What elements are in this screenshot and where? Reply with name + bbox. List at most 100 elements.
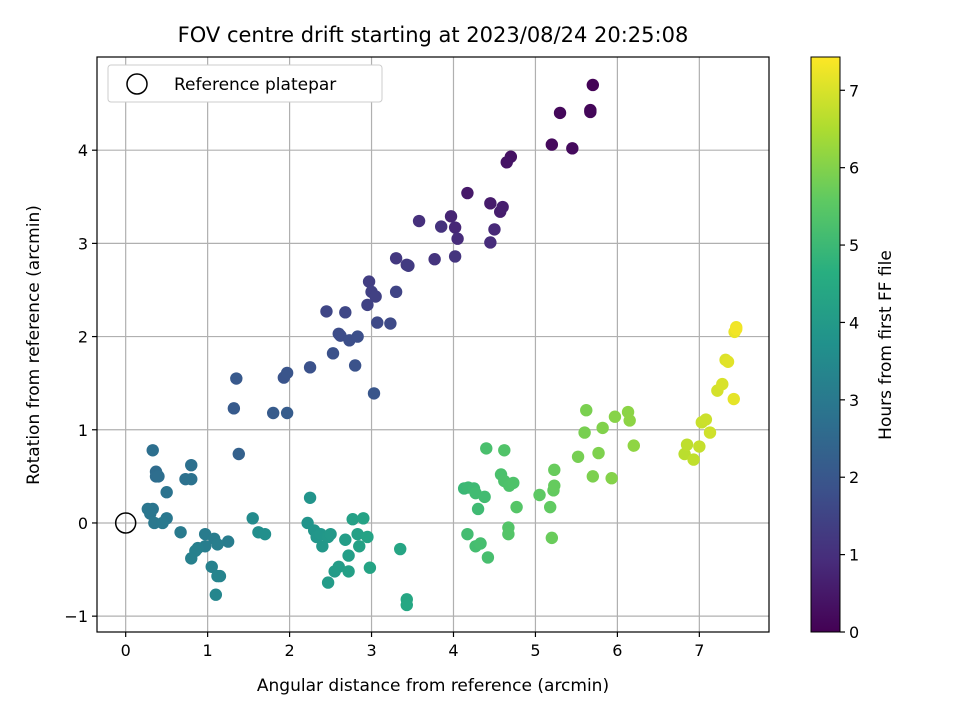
data-point	[500, 156, 513, 169]
data-point	[357, 512, 370, 525]
data-point	[227, 402, 241, 415]
data-point	[156, 516, 169, 530]
x-tick-label: 0	[121, 641, 131, 660]
data-point	[303, 491, 317, 505]
data-point	[543, 500, 557, 514]
data-point	[584, 105, 597, 119]
data-point	[545, 138, 559, 151]
data-point	[384, 317, 397, 330]
data-point	[699, 413, 713, 426]
y-tick-label: 4	[78, 141, 88, 160]
data-point	[502, 527, 515, 541]
x-tick-label: 6	[612, 641, 622, 660]
x-tick-label: 4	[448, 641, 458, 660]
data-point	[342, 565, 355, 578]
data-point	[209, 588, 223, 601]
colorbar: 0 1 2 3 4 5 6 7 Hours from first FF file	[810, 56, 896, 642]
data-point	[160, 486, 173, 499]
colorbar-tick-label: 0	[849, 623, 859, 642]
data-point	[363, 561, 377, 574]
data-point	[566, 142, 579, 155]
data-point	[211, 569, 224, 583]
colorbar-tick-label: 4	[849, 313, 859, 332]
y-tick-label: −1	[64, 607, 88, 626]
data-point	[481, 551, 495, 564]
legend-box	[107, 64, 383, 103]
reference-marker	[114, 512, 137, 534]
data-point	[221, 535, 235, 548]
data-point	[545, 531, 559, 545]
x-tick-label: 7	[694, 641, 704, 660]
data-point	[510, 500, 523, 514]
data-point	[324, 527, 337, 541]
data-point	[258, 527, 272, 541]
data-point	[484, 236, 497, 249]
data-point	[280, 366, 294, 380]
data-point	[428, 253, 441, 266]
data-point	[730, 322, 743, 336]
data-point	[578, 426, 591, 439]
data-point	[320, 305, 333, 318]
data-point	[507, 476, 520, 490]
data-point	[232, 447, 245, 461]
data-point	[448, 250, 462, 263]
data-points	[141, 78, 743, 612]
data-point	[678, 447, 691, 461]
data-point	[394, 542, 407, 556]
data-point	[246, 512, 259, 525]
data-point	[592, 446, 605, 460]
data-point	[389, 252, 403, 265]
y-tick-label: 1	[78, 421, 88, 440]
reference-marker-layer	[114, 512, 137, 534]
data-point	[362, 275, 376, 288]
data-point	[571, 450, 585, 463]
colorbar-tick-label: 5	[849, 236, 859, 255]
colorbar-tick-label: 1	[849, 546, 859, 565]
data-point	[280, 406, 294, 420]
data-point	[586, 78, 600, 92]
data-point	[553, 106, 567, 120]
y-axis-label: Rotation from reference (arcmin)	[24, 205, 44, 485]
data-point	[332, 560, 345, 573]
data-point	[412, 214, 426, 228]
data-point	[185, 472, 198, 486]
data-point	[321, 576, 335, 589]
data-point	[703, 426, 717, 439]
data-point	[548, 479, 561, 492]
data-point	[448, 221, 462, 234]
legend-marker-icon	[126, 73, 148, 95]
colorbar-label: Hours from first FF file	[876, 250, 896, 440]
data-point	[716, 377, 729, 391]
data-point	[348, 359, 362, 372]
data-point	[342, 549, 355, 562]
data-point	[353, 540, 366, 553]
data-point	[488, 223, 501, 236]
data-point	[339, 306, 352, 319]
colorbar-tick-label: 7	[849, 81, 859, 100]
y-tick-label: 0	[78, 514, 88, 533]
data-point	[230, 372, 243, 385]
data-point	[211, 538, 224, 551]
data-point	[152, 470, 165, 483]
data-point	[461, 527, 474, 541]
data-point	[461, 186, 474, 200]
data-point	[605, 472, 618, 485]
colorbar-tick-label: 6	[849, 159, 859, 178]
data-point	[608, 410, 622, 423]
data-point	[484, 197, 497, 210]
data-point	[361, 530, 374, 544]
data-point	[721, 355, 735, 368]
data-point	[478, 490, 491, 504]
y-tick-label: 3	[78, 234, 88, 253]
data-point	[580, 404, 593, 417]
colorbar-tick-label: 3	[849, 391, 859, 410]
legend: Reference platepar	[107, 64, 383, 103]
colorbar-tick-label: 2	[849, 468, 859, 487]
y-axis-ticks: −1 0 1 2 3 4	[64, 141, 97, 626]
data-point	[727, 392, 740, 406]
data-point	[434, 220, 448, 233]
data-point	[693, 440, 706, 453]
grid-lines	[97, 57, 769, 632]
data-point	[174, 526, 187, 539]
